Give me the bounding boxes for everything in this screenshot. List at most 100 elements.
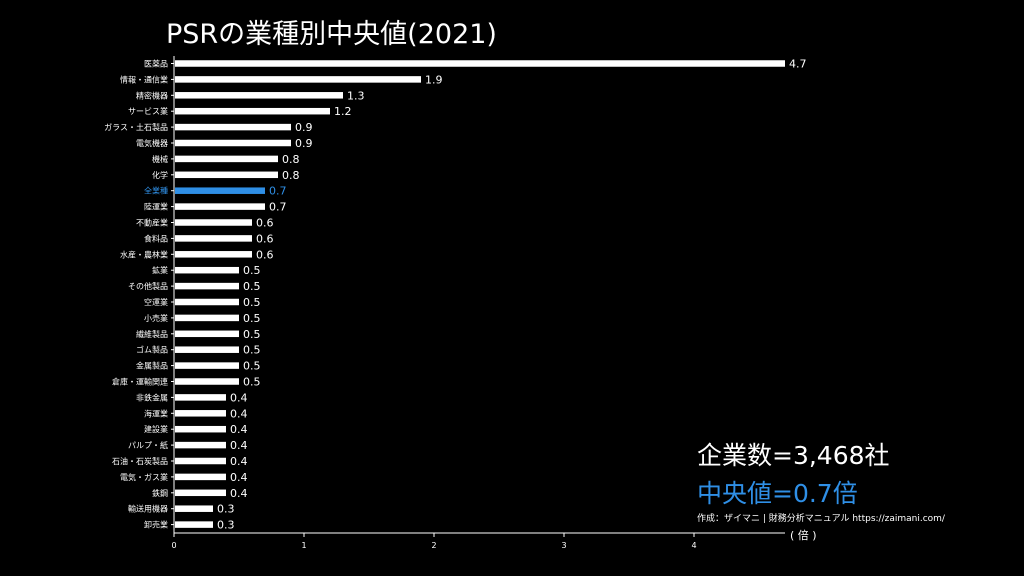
value-label: 0.3	[217, 519, 235, 532]
category-label: 金属製品	[136, 361, 168, 371]
bar	[175, 489, 226, 497]
category-label: 繊維製品	[136, 329, 168, 339]
company-count-label: 企業数=3,468社	[697, 441, 890, 470]
category-label: 小売業	[144, 313, 168, 323]
category-label: 倉庫・運輸関連	[112, 377, 168, 387]
median-label: 中央値=0.7倍	[697, 479, 858, 508]
category-label: 食料品	[144, 233, 168, 243]
bar	[175, 219, 252, 226]
value-label: 0.5	[243, 264, 261, 277]
value-label: 0.7	[269, 201, 287, 214]
x-tick-label: 1	[301, 541, 306, 550]
value-label: 0.4	[230, 407, 248, 420]
category-label: 陸運業	[144, 202, 168, 212]
x-tick-label: 4	[691, 541, 696, 550]
bar	[175, 155, 278, 163]
category-label: 電気・ガス業	[120, 472, 168, 482]
category-label: 空運業	[144, 297, 168, 307]
value-label: 0.5	[243, 328, 261, 341]
category-label: 非鉄金属	[136, 392, 168, 402]
x-tick-label: 0	[171, 541, 176, 550]
bar	[175, 425, 226, 433]
bar	[175, 282, 239, 290]
value-label: 0.5	[243, 296, 261, 309]
value-label: 0.3	[217, 503, 235, 516]
value-label: 0.4	[230, 455, 248, 468]
bar	[175, 314, 239, 322]
category-label: 海運業	[144, 408, 168, 418]
value-label: 1.9	[425, 73, 443, 86]
bar	[175, 107, 330, 115]
category-label: ガラス・土石製品	[104, 122, 168, 132]
value-label: 0.8	[282, 153, 300, 166]
x-axis-unit-label: ( 倍 )	[790, 529, 817, 542]
bar	[175, 171, 278, 179]
category-label: 鉱業	[152, 265, 168, 275]
category-label: 石油・石炭製品	[112, 456, 168, 466]
bar	[175, 457, 226, 465]
category-label: 鉄鋼	[152, 488, 168, 498]
category-label: 建設業	[144, 424, 168, 434]
category-label: 機械	[152, 154, 168, 164]
value-label: 1.2	[334, 105, 352, 118]
value-label: 0.5	[243, 376, 261, 389]
value-label: 0.4	[230, 391, 248, 404]
bar	[175, 441, 226, 449]
category-label: 全業種	[144, 186, 168, 196]
x-tick-label: 2	[431, 541, 436, 550]
value-label: 1.3	[347, 89, 365, 102]
category-label: 卸売業	[144, 520, 168, 530]
credit-text: 作成：ザイマニ | 財務分析マニュアル https://zaimani.com/	[697, 514, 945, 524]
category-label: 精密機器	[136, 90, 168, 100]
value-label: 0.4	[230, 487, 248, 500]
bar	[175, 266, 239, 274]
value-label: 0.5	[243, 280, 261, 293]
value-label: 0.4	[230, 423, 248, 436]
bar	[175, 378, 239, 385]
value-label: 0.5	[243, 344, 261, 357]
bar	[175, 235, 252, 242]
bar	[175, 123, 291, 131]
category-label: 電気機器	[136, 138, 168, 148]
category-label: ゴム製品	[136, 345, 168, 355]
bar	[175, 473, 226, 481]
bar	[175, 505, 213, 512]
value-label: 0.7	[269, 185, 287, 198]
x-tick-label: 3	[561, 541, 566, 550]
bar	[175, 410, 226, 417]
value-label: 0.4	[230, 471, 248, 484]
bar	[175, 394, 226, 401]
value-label: 0.8	[282, 169, 300, 182]
bar	[175, 330, 239, 338]
bar	[175, 92, 343, 99]
category-label: 輸送用機器	[128, 504, 168, 514]
bar	[175, 346, 239, 353]
value-label: 0.5	[243, 360, 261, 373]
bar	[175, 362, 239, 369]
category-label: 不動産業	[136, 218, 168, 228]
category-label: 水産・農林業	[120, 249, 168, 259]
category-label: 化学	[152, 170, 168, 180]
bar	[175, 60, 785, 67]
chart-title: PSRの業種別中央値(2021)	[166, 19, 497, 50]
category-label: 情報・通信業	[120, 74, 168, 84]
bar	[175, 203, 265, 210]
category-label: その他製品	[128, 281, 168, 291]
category-label: サービス業	[128, 106, 168, 116]
bar	[175, 521, 213, 528]
value-label: 0.9	[295, 137, 313, 150]
bar	[175, 298, 239, 306]
bar	[175, 187, 265, 194]
value-label: 0.6	[256, 248, 274, 261]
value-label: 0.6	[256, 232, 274, 245]
category-label: パルプ・紙	[128, 440, 168, 450]
value-label: 4.7	[789, 58, 807, 71]
bar	[175, 139, 291, 147]
category-label: 医薬品	[144, 59, 168, 69]
value-label: 0.4	[230, 439, 248, 452]
bar	[175, 76, 421, 83]
value-label: 0.5	[243, 312, 261, 325]
value-label: 0.6	[256, 217, 274, 230]
bar	[175, 251, 252, 258]
